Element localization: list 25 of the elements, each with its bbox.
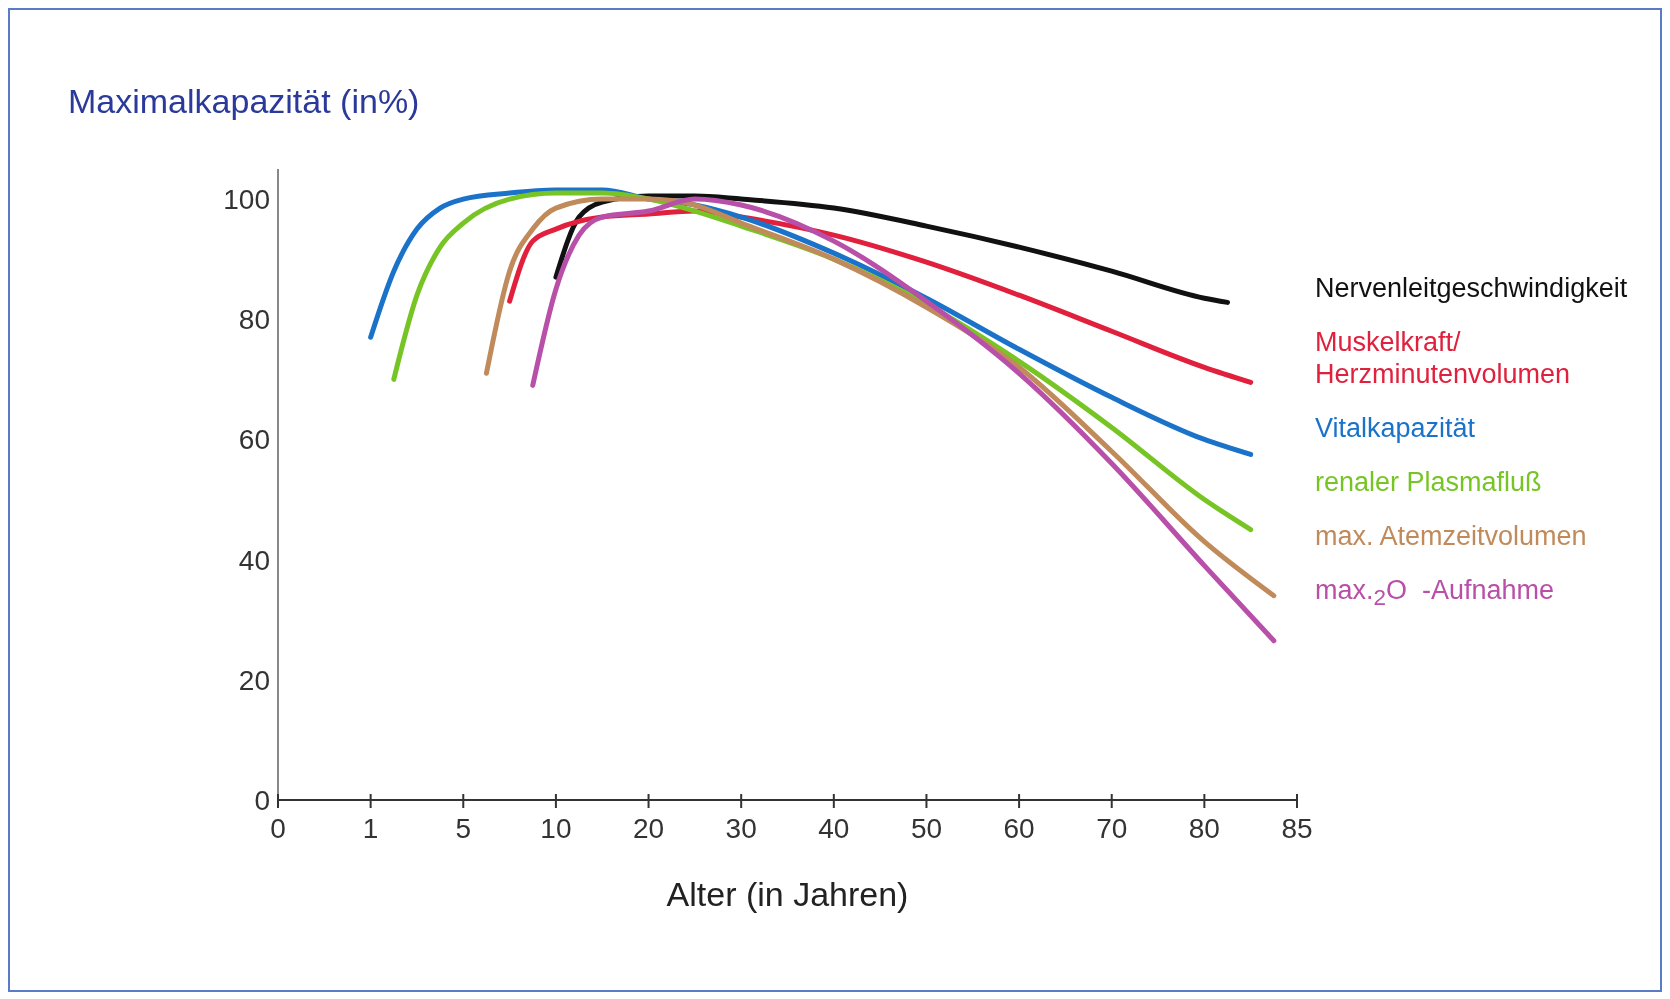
- y-tick-label: 0: [254, 784, 270, 816]
- x-tick-label: 10: [540, 813, 572, 844]
- y-tick-label: 100: [223, 183, 270, 215]
- series-label: max.$_{2}$O -Aufnahme: [1315, 574, 1556, 613]
- text: Vitalkapazität: [1315, 412, 1477, 444]
- text: Nervenleitgeschwindigkeit: [1315, 272, 1628, 304]
- x-tick-label: 70: [1096, 813, 1128, 844]
- x-tick-label: 5: [455, 813, 472, 844]
- x-tick-label: 80: [1188, 813, 1220, 844]
- x-tick-label: 1: [362, 813, 379, 844]
- text: max. Atemzeitvolumen: [1315, 520, 1588, 552]
- x-tick-label: 30: [725, 813, 757, 844]
- x-tick-label: 85: [1281, 813, 1313, 844]
- x-tick-label: 40: [818, 813, 850, 844]
- y-tick-label: 60: [238, 424, 270, 456]
- text: renaler Plasmafluß: [1315, 466, 1543, 498]
- x-tick-label: 60: [1003, 813, 1035, 844]
- x-axis-title: Alter (in Jahren): [666, 875, 909, 913]
- x-tick-label: 50: [910, 813, 943, 844]
- y-tick-label: 80: [238, 304, 270, 336]
- x-tick-label: 20: [632, 813, 665, 844]
- y-tick-label: 20: [238, 664, 270, 696]
- y-tick-label: 40: [238, 544, 270, 576]
- y-axis-title: Maximalkapazität (in%): [68, 82, 420, 121]
- text: Muskelkraft/ Herzminutenvolumen: [1315, 326, 1572, 390]
